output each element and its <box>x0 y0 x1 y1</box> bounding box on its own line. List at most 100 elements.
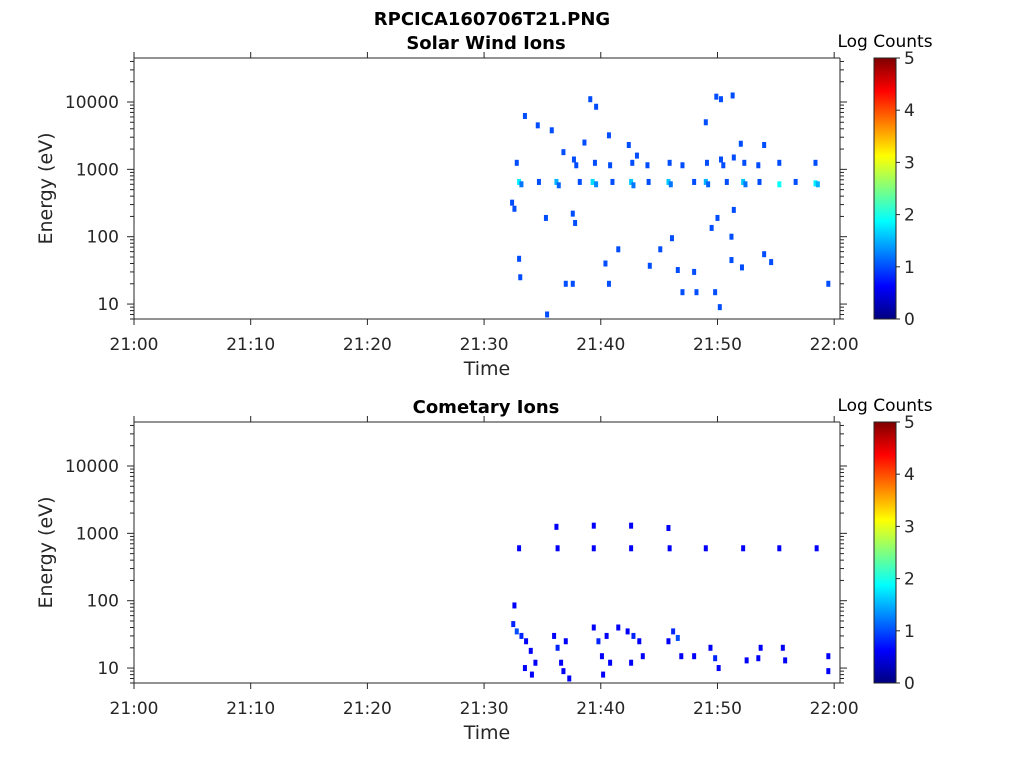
data-cell <box>588 96 593 103</box>
data-cell <box>680 289 685 296</box>
data-cell <box>528 647 533 654</box>
data-cell <box>703 545 708 552</box>
panel-title: Cometary Ions <box>413 397 560 418</box>
data-cell <box>594 103 599 110</box>
solar-wind-panel: 21:00 21:10 21:20 21:30 21:40 21:50 22:0010100… <box>35 32 933 380</box>
data-cell <box>680 162 685 169</box>
data-cell <box>519 181 524 188</box>
data-cell <box>758 644 763 651</box>
data-cell <box>762 251 767 258</box>
data-cell <box>739 264 744 271</box>
data-cell <box>608 162 613 169</box>
data-cell <box>570 280 575 287</box>
data-cell <box>511 621 516 628</box>
data-cell <box>667 159 672 166</box>
data-cell <box>599 653 604 660</box>
data-cell <box>543 214 548 221</box>
data-cell <box>512 602 517 609</box>
data-cell <box>573 219 578 226</box>
data-cell <box>610 178 615 185</box>
data-cell <box>529 671 534 678</box>
colorbar-tick-label: 2 <box>904 206 915 226</box>
data-cell <box>559 659 564 666</box>
data-cell <box>631 182 636 189</box>
x-tick-label: 21:00 <box>110 699 159 719</box>
data-cell <box>647 262 652 269</box>
data-cell <box>517 178 522 185</box>
colorbar-tick-label: 4 <box>904 465 915 485</box>
x-tick-label: 21:30 <box>460 699 509 719</box>
data-cell <box>590 178 595 185</box>
x-axis-label: Time <box>463 358 511 380</box>
data-cell <box>603 260 608 267</box>
cometary-panel: 21:00 21:10 21:20 21:30 21:40 21:50 22:0010100… <box>35 396 933 744</box>
data-cell <box>629 659 634 666</box>
data-cell <box>713 289 718 296</box>
data-cell <box>694 289 699 296</box>
colorbar-tick-label: 4 <box>904 101 915 121</box>
x-tick-label: 21:20 <box>343 699 392 719</box>
data-cell <box>522 112 527 119</box>
data-cell <box>729 233 734 240</box>
data-cell <box>724 178 729 185</box>
colorbar-tick-label: 1 <box>904 622 915 642</box>
data-cell <box>741 178 746 185</box>
data-cell <box>716 665 721 672</box>
data-cell <box>756 655 761 662</box>
colorbar-tick-label: 0 <box>904 310 915 330</box>
data-cell <box>591 522 596 529</box>
data-cell <box>629 178 634 185</box>
colorbar-label: Log Counts <box>837 396 932 416</box>
x-tick-label: 21:50 <box>693 335 742 355</box>
data-cell <box>742 159 747 166</box>
data-cell <box>675 634 680 641</box>
data-cell <box>563 638 568 645</box>
data-cell <box>780 644 785 651</box>
data-cell <box>692 268 697 275</box>
data-cell <box>535 122 540 129</box>
data-cell <box>826 668 831 675</box>
y-axis-label: Energy (eV) <box>35 496 57 608</box>
data-cell <box>658 246 663 253</box>
colorbar-tick-label: 5 <box>904 49 915 69</box>
data-cell <box>545 311 550 318</box>
data-cell <box>703 119 708 126</box>
data-cell <box>549 127 554 134</box>
data-cell <box>675 267 680 274</box>
x-tick-label: 21:30 <box>460 335 509 355</box>
x-tick-label: 22:00 <box>810 335 859 355</box>
data-cell <box>741 545 746 552</box>
data-cell <box>510 199 515 206</box>
data-cell <box>667 545 672 552</box>
data-cell <box>743 181 748 188</box>
data-cell <box>738 140 743 147</box>
data-cell <box>692 653 697 660</box>
data-cell <box>814 545 819 552</box>
data-cell <box>756 162 761 169</box>
x-axis-label: Time <box>463 722 511 744</box>
data-cell <box>616 624 621 631</box>
data-cell <box>721 162 726 169</box>
data-cell <box>729 257 734 264</box>
data-cell <box>514 628 519 635</box>
y-tick-label: 100 <box>87 592 119 612</box>
data-cell <box>574 162 579 169</box>
data-cell <box>522 665 527 672</box>
data-cell <box>536 178 541 185</box>
data-cell <box>630 159 635 166</box>
data-cell <box>714 93 719 100</box>
data-cell <box>571 156 576 163</box>
data-cell <box>692 178 697 185</box>
x-tick-label: 21:10 <box>226 335 275 355</box>
data-cell <box>679 653 684 660</box>
data-cell <box>554 523 559 530</box>
data-cell <box>518 274 523 281</box>
data-cell <box>777 545 782 552</box>
data-cell <box>666 525 671 532</box>
x-tick-label: 21:40 <box>576 335 625 355</box>
data-cell <box>561 149 566 156</box>
data-cell <box>715 214 720 221</box>
data-cell <box>645 162 650 169</box>
data-cell <box>517 255 522 262</box>
data-cell <box>606 280 611 287</box>
